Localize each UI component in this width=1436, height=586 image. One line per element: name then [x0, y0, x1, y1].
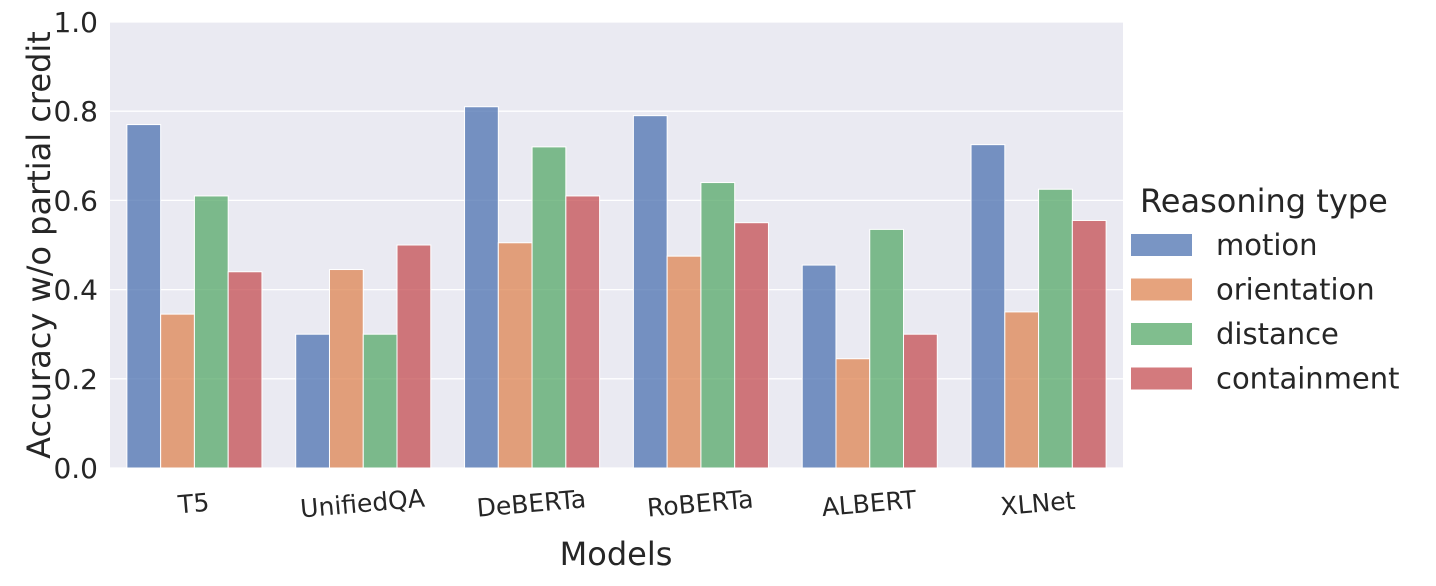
bar-orientation-albert [835, 358, 871, 469]
bar-distance-deberta [531, 146, 567, 469]
y-tick-label: 1.0 [53, 6, 98, 39]
x-tick-label: DeBERTa [475, 484, 587, 522]
gridlines [110, 21, 1123, 469]
x-tick-label: ALBERT [821, 485, 919, 522]
bar-containment-roberta [734, 222, 769, 469]
y-tick-label: 0.8 [53, 95, 98, 128]
legend-label-distance: distance [1216, 317, 1339, 351]
x-tick-label: T5 [176, 488, 211, 520]
y-tick-label: 0.6 [53, 184, 98, 217]
bar-distance-roberta [700, 182, 736, 469]
x-tick-label: XLNet [999, 486, 1076, 521]
x-axis-title: Models [560, 535, 673, 573]
legend-title: Reasoning type [1140, 182, 1388, 220]
bar-distance-albert [869, 228, 905, 469]
legend-label-motion: motion [1216, 228, 1318, 262]
legend-label-containment: containment [1216, 362, 1400, 396]
y-tick-label: 0.2 [53, 363, 98, 396]
y-axis-title: Accuracy w/o partial credit [20, 31, 58, 459]
bar-motion-t5 [126, 124, 162, 469]
x-tick-labels: T5 UnifiedQA DeBERTa RoBERTa ALBERT XLNet [176, 484, 1077, 524]
x-tick-label: UnifiedQA [299, 484, 426, 524]
legend-label-orientation: orientation [1216, 273, 1375, 307]
bar-motion-xlnet [970, 144, 1006, 469]
bar-orientation-unifiedqa [328, 269, 364, 469]
legend: Reasoning type motion orientation distance… [1131, 182, 1400, 396]
legend-swatch-motion [1131, 234, 1192, 256]
bar-containment-albert [903, 333, 938, 469]
bar-orientation-deberta [497, 242, 533, 469]
bar-orientation-xlnet [1004, 311, 1040, 469]
bar-containment-t5 [227, 271, 263, 469]
legend-swatch-distance [1131, 323, 1192, 345]
bar-motion-roberta [632, 115, 668, 469]
plot-background [110, 22, 1123, 468]
bar-distance-t5 [193, 195, 229, 469]
y-tick-labels: 0.0 0.2 0.4 0.6 0.8 1.0 [53, 6, 98, 485]
y-tick-label: 0.4 [53, 274, 98, 307]
bars [126, 106, 1107, 469]
bar-containment-unifiedqa [396, 244, 432, 469]
bar-orientation-t5 [160, 313, 195, 469]
legend-swatch-containment [1131, 367, 1192, 390]
bar-motion-deberta [464, 106, 499, 469]
x-tick-label: RoBERTa [646, 484, 755, 522]
bar-containment-deberta [565, 195, 601, 469]
bar-motion-albert [801, 264, 837, 469]
bar-distance-xlnet [1038, 188, 1073, 469]
bar-orientation-roberta [666, 255, 702, 469]
bar-motion-unifiedqa [295, 333, 330, 469]
legend-swatch-orientation [1131, 278, 1192, 301]
bar-distance-unifiedqa [362, 333, 398, 469]
bar-containment-xlnet [1071, 219, 1107, 469]
y-tick-label: 0.0 [53, 452, 98, 485]
